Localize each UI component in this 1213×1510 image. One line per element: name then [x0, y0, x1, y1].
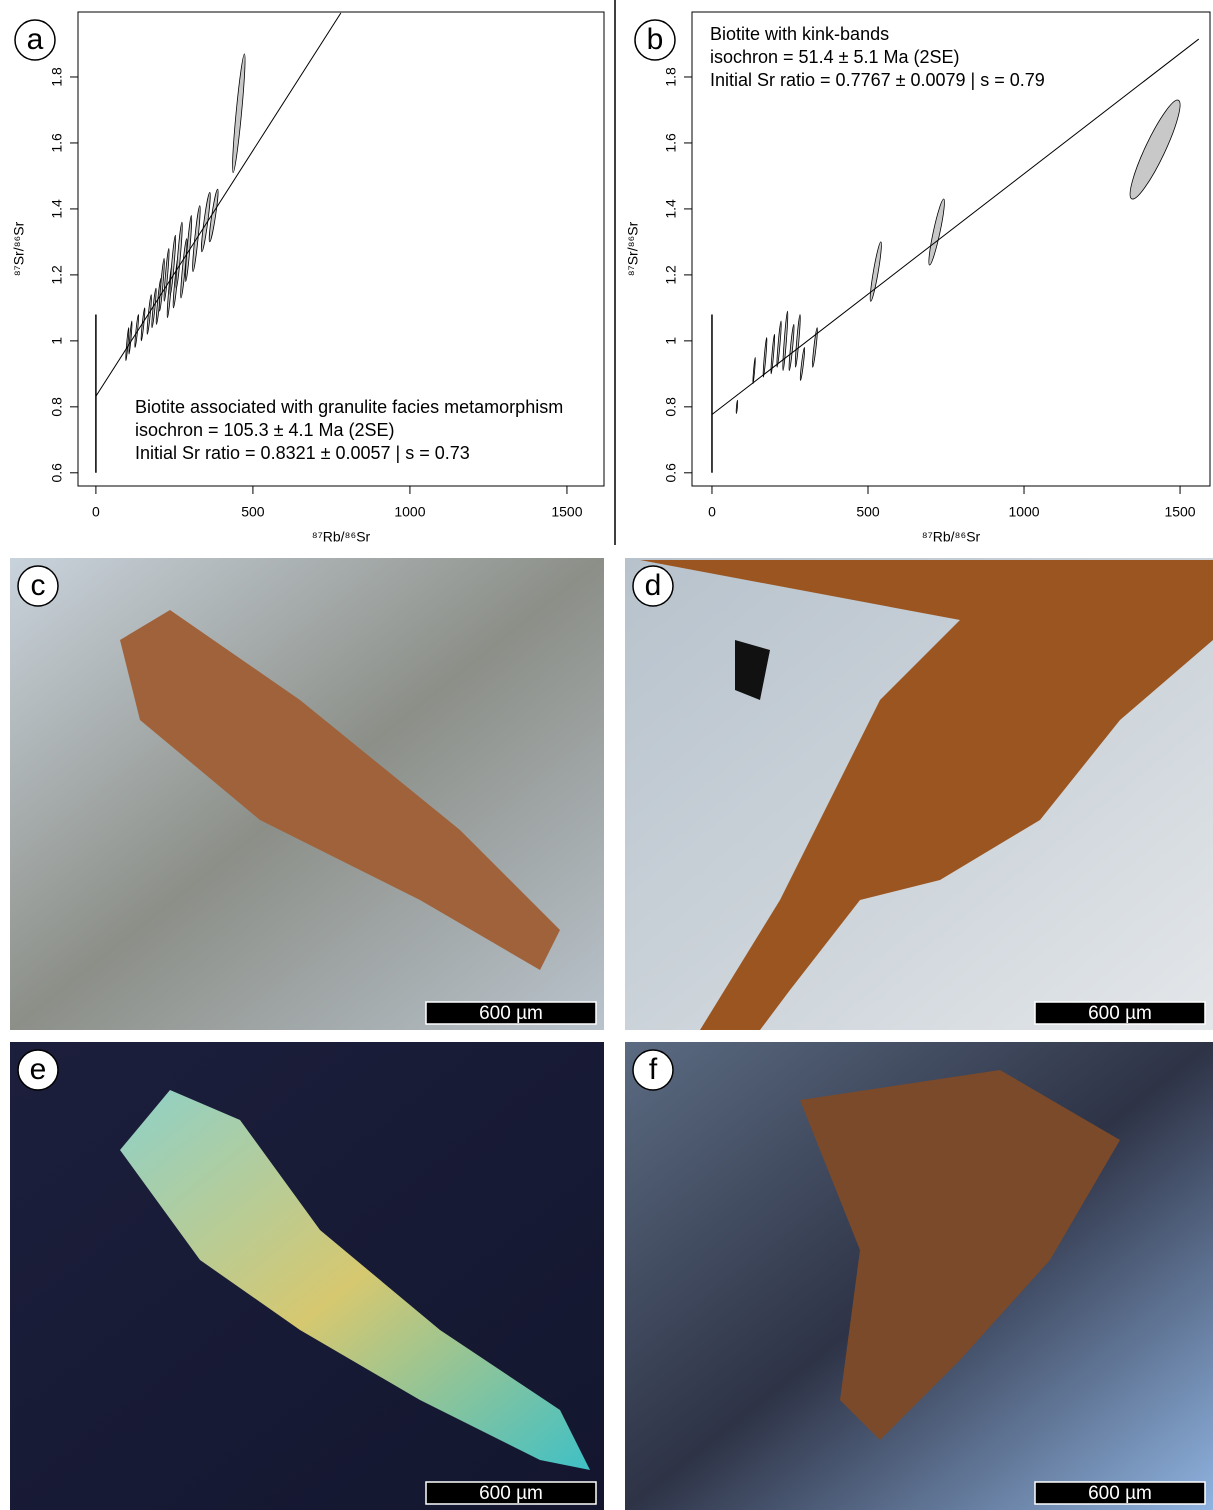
y-tick-label: 1.8 [49, 67, 65, 87]
error-ellipse [788, 324, 795, 370]
annotation: Biotite associated with granulite facies… [135, 397, 563, 417]
y-tick-label: 1.6 [49, 133, 65, 153]
scale-bar-label: 600 µm [479, 1483, 543, 1504]
figure: 0500100015000.60.811.21.41.61.8⁸⁷Rb/⁸⁶Sr… [0, 0, 1213, 1510]
plot-area [712, 39, 1199, 473]
error-ellipse [146, 295, 152, 335]
x-tick-label: 1000 [394, 504, 425, 520]
y-tick-label: 0.8 [49, 397, 65, 417]
isochron-line [96, 13, 341, 396]
scale-bar-label: 600 µm [1088, 1003, 1152, 1024]
x-tick-label: 1000 [1008, 504, 1039, 520]
error-ellipse [782, 311, 789, 371]
annotation: Initial Sr ratio = 0.7767 ± 0.0079 | s =… [710, 70, 1045, 90]
x-tick-label: 0 [708, 504, 716, 520]
y-tick-label: 1.2 [49, 265, 65, 285]
annotation: Biotite with kink-bands [710, 24, 889, 44]
x-tick-label: 1500 [551, 504, 582, 520]
annotation: Initial Sr ratio = 0.8321 ± 0.0057 | s =… [135, 443, 470, 463]
error-ellipse [794, 314, 801, 367]
micrograph-e [10, 1042, 604, 1510]
y-tick-label: 1.8 [663, 67, 679, 87]
y-tick-label: 1.2 [663, 265, 679, 285]
error-ellipse [134, 314, 139, 347]
panel-label: a [27, 23, 44, 56]
error-ellipse [230, 54, 247, 173]
error-ellipse [800, 347, 806, 380]
y-tick-label: 1.4 [663, 199, 679, 219]
error-ellipse [736, 400, 738, 413]
panel-label: d [645, 569, 662, 602]
panel-label: f [649, 1053, 658, 1086]
panel-label: e [30, 1053, 47, 1086]
error-ellipse [776, 321, 782, 367]
error-ellipse [200, 192, 212, 252]
y-tick-label: 1 [663, 337, 679, 345]
y-tick-label: 0.6 [663, 463, 679, 483]
x-axis-label: ⁸⁷Rb/⁸⁶Sr [312, 529, 371, 545]
annotation: isochron = 105.3 ± 4.1 Ma (2SE) [135, 420, 395, 440]
y-axis-label: ⁸⁷Sr/⁸⁶Sr [625, 221, 641, 276]
x-tick-label: 500 [241, 504, 265, 520]
x-tick-label: 0 [92, 504, 100, 520]
scale-bar-label: 600 µm [1088, 1483, 1152, 1504]
y-tick-label: 0.8 [663, 397, 679, 417]
error-ellipse [752, 357, 755, 383]
panel-label: b [647, 23, 664, 56]
y-tick-label: 0.6 [49, 463, 65, 483]
y-axis-label: ⁸⁷Sr/⁸⁶Sr [11, 221, 27, 276]
isochron-line [712, 39, 1199, 414]
annotation: isochron = 51.4 ± 5.1 Ma (2SE) [710, 47, 960, 67]
x-tick-label: 1500 [1164, 504, 1195, 520]
y-tick-label: 1 [49, 337, 65, 345]
micrograph-c [10, 558, 604, 1030]
error-ellipse [128, 321, 132, 354]
x-axis-label: ⁸⁷Rb/⁸⁶Sr [922, 529, 981, 545]
micrograph-d [625, 558, 1213, 1030]
error-ellipse [926, 198, 947, 265]
error-ellipse [763, 337, 768, 377]
panel-label: c [31, 569, 46, 602]
x-tick-label: 500 [856, 504, 880, 520]
micrograph-f [625, 1042, 1213, 1510]
y-tick-label: 1.6 [663, 133, 679, 153]
y-tick-label: 1.4 [49, 199, 65, 219]
error-ellipse [1123, 96, 1187, 203]
scale-bar-label: 600 µm [479, 1003, 543, 1024]
